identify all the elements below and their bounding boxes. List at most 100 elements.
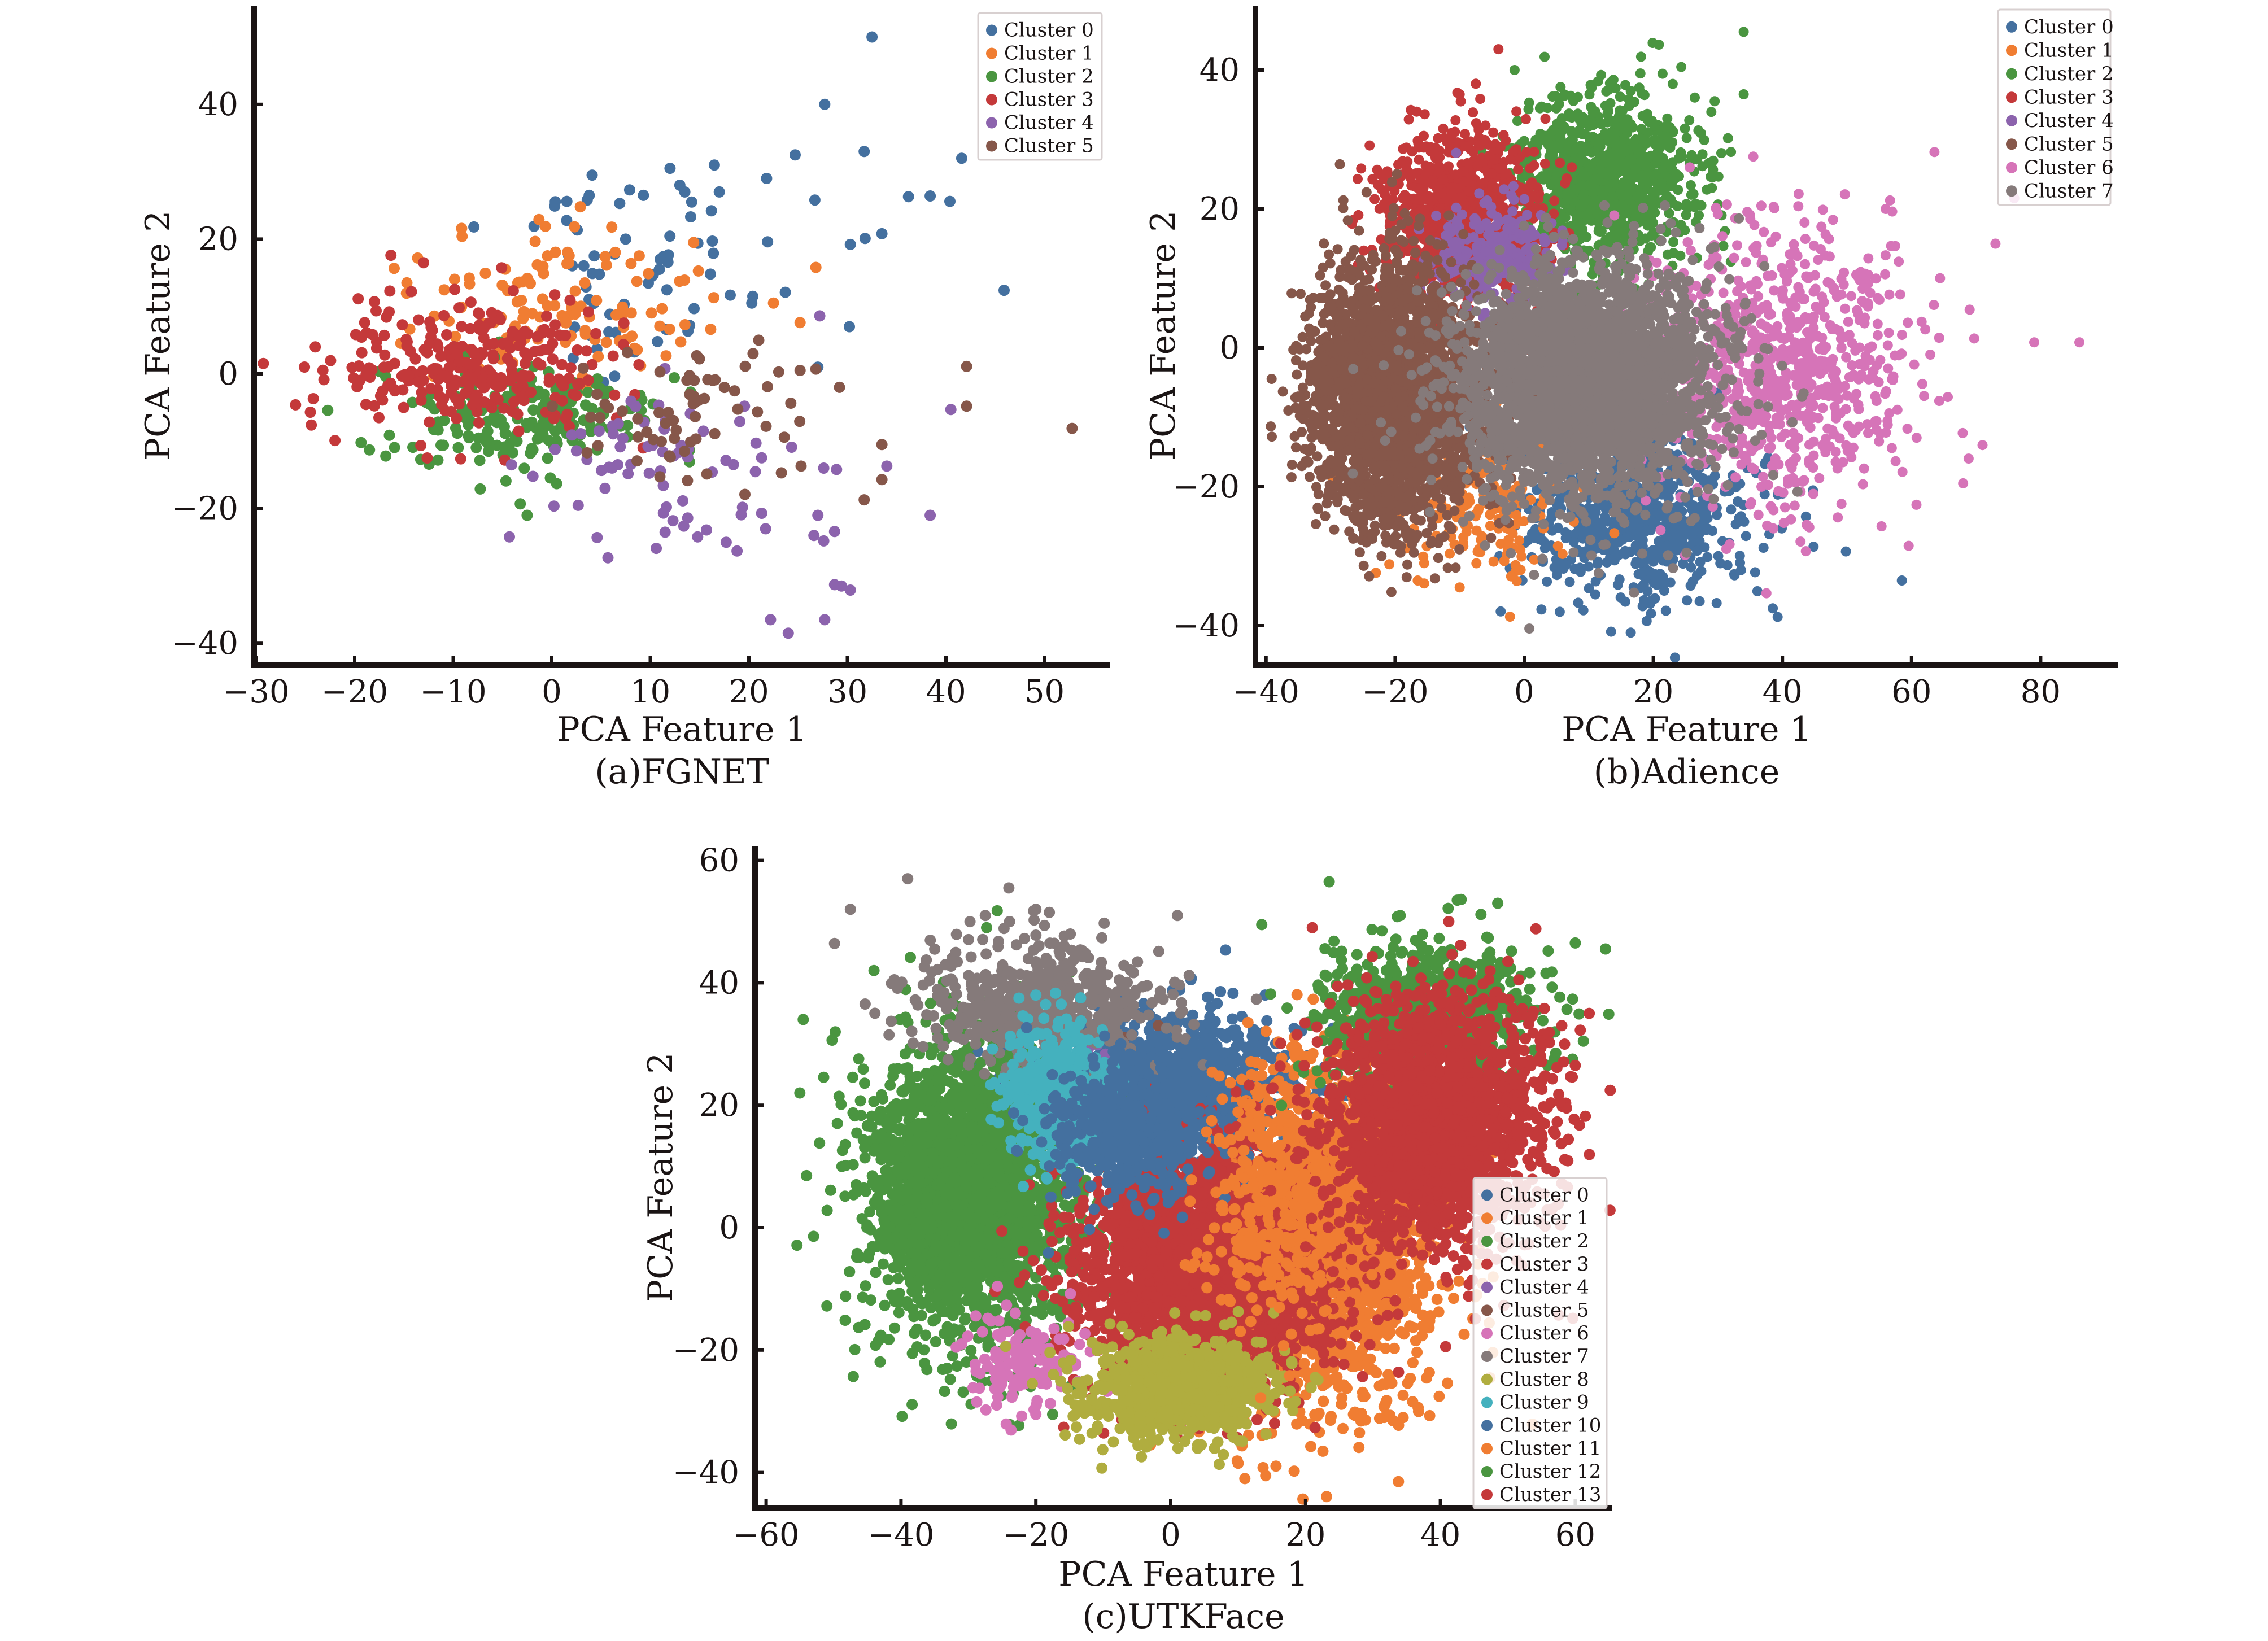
scatter-point	[1730, 519, 1741, 530]
scatter-point	[810, 363, 822, 375]
scatter-point	[866, 31, 878, 43]
scatter-point	[592, 440, 604, 452]
y-tick-label: −40	[172, 625, 238, 662]
scatter-point	[1495, 606, 1506, 617]
scatter-point	[1577, 180, 1587, 191]
scatter-point	[1349, 245, 1359, 255]
scatter-point	[752, 406, 764, 418]
scatter-point	[425, 383, 437, 395]
scatter-point	[569, 285, 581, 297]
scatter-point	[1676, 62, 1687, 72]
scatter-point	[622, 347, 634, 359]
scatter-point	[688, 390, 700, 402]
scatter-point	[670, 424, 682, 436]
scatter-point	[1573, 597, 1584, 608]
scatter-point	[1480, 120, 1491, 131]
scatter-point	[579, 325, 591, 337]
scatter-point	[614, 198, 626, 210]
scatter-point	[542, 300, 553, 312]
scatter-point	[1665, 577, 1676, 588]
scatter-point	[1540, 114, 1551, 124]
scatter-point	[633, 359, 645, 370]
scatter-point	[556, 395, 568, 407]
scatter-point	[368, 296, 380, 308]
scatter-point	[814, 310, 826, 322]
scatter-point	[383, 429, 395, 441]
scatter-point	[734, 416, 745, 427]
scatter-point	[609, 389, 621, 401]
scatter-point	[688, 237, 700, 248]
scatter-point	[1643, 127, 1653, 138]
scatter-point	[1406, 173, 1416, 184]
scatter-point	[486, 307, 498, 318]
scatter-point	[1411, 106, 1422, 117]
x-tick-label: 10	[630, 674, 670, 710]
scatter-point	[664, 163, 676, 174]
scatter-point	[1682, 595, 1693, 606]
scatter-point	[739, 488, 751, 500]
scatter-point	[1432, 255, 1443, 265]
scatter-point	[812, 509, 824, 521]
scatter-point	[582, 386, 594, 398]
scatter-point	[1266, 421, 1276, 432]
scatter-point	[501, 352, 513, 364]
scatter-point	[356, 347, 368, 359]
scatter-point	[1573, 91, 1583, 102]
scatter-point	[599, 389, 611, 400]
scatter-point	[1564, 577, 1575, 587]
scatter-point	[924, 509, 936, 521]
scatter-point	[643, 268, 655, 280]
scatter-point	[778, 431, 790, 443]
scatter-point	[1380, 189, 1390, 199]
scatter-point	[355, 437, 367, 448]
scatter-point	[690, 433, 702, 445]
scatter-point	[474, 455, 486, 466]
scatter-point	[464, 278, 476, 290]
scatter-point	[661, 284, 673, 296]
scatter-point	[581, 447, 593, 459]
scatter-point	[1522, 210, 1533, 220]
scatter-point	[413, 314, 425, 326]
scatter-point	[767, 297, 779, 309]
scatter-point	[1635, 51, 1646, 62]
scatter-point	[760, 420, 772, 432]
scatter-point	[1549, 195, 1560, 206]
scatter-point	[307, 393, 319, 404]
scatter-point	[1401, 142, 1412, 153]
scatter-point	[455, 453, 466, 465]
scatter-point	[1379, 243, 1389, 254]
scatter-point	[1649, 593, 1660, 604]
scatter-point	[1632, 191, 1643, 202]
scatter-point	[660, 350, 672, 362]
scatter-point	[1738, 89, 1749, 99]
scatter-point	[631, 276, 643, 287]
scatter-point	[507, 447, 518, 459]
scatter-point	[591, 389, 603, 400]
scatter-point	[1553, 118, 1564, 129]
legend-item: Cluster 1	[986, 42, 1094, 65]
scatter-point	[514, 498, 526, 510]
scatter-point	[1594, 529, 1604, 540]
scatter-point	[596, 465, 607, 477]
scatter-point	[858, 494, 870, 506]
scatter-point	[1618, 177, 1629, 188]
scatter-point	[366, 364, 378, 376]
scatter-point	[1706, 107, 1717, 117]
scatter-point	[396, 319, 408, 331]
scatter-point	[570, 390, 582, 401]
scatter-point	[1372, 164, 1382, 175]
scatter-point	[678, 520, 690, 532]
scatter-point	[1840, 546, 1851, 557]
scatter-point	[438, 284, 450, 296]
y-tick-label: 20	[198, 221, 238, 258]
scatter-point	[1442, 248, 1453, 259]
scatter-point	[1631, 557, 1642, 567]
scatter-point	[531, 259, 543, 270]
scatter-point	[762, 236, 774, 248]
scatter-point	[546, 400, 558, 412]
scatter-point	[579, 399, 591, 411]
scatter-point	[477, 348, 489, 360]
scatter-point	[794, 416, 806, 427]
scatter-point	[373, 412, 385, 424]
scatter-point	[603, 326, 615, 338]
